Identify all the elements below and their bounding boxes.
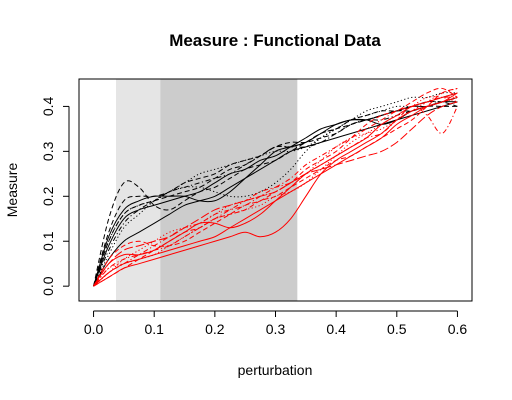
y-tick-label: 0.4 bbox=[40, 96, 56, 116]
series-line-18 bbox=[93, 87, 458, 287]
y-tick-label: 0.3 bbox=[40, 141, 56, 161]
x-tick-label: 0.6 bbox=[448, 321, 468, 337]
y-tick-label: 0.2 bbox=[40, 186, 56, 206]
shaded-regions bbox=[115, 79, 298, 301]
y-axis-label: Measure bbox=[4, 163, 20, 218]
series-line-13 bbox=[93, 87, 458, 287]
x-tick-label: 0.3 bbox=[266, 321, 286, 337]
x-tick-label: 0.4 bbox=[326, 321, 346, 337]
series-line-17 bbox=[93, 96, 458, 287]
plot-frame bbox=[78, 78, 473, 302]
y-tick-label: 0.0 bbox=[40, 276, 56, 296]
shaded-region-1 bbox=[115, 79, 161, 301]
series-line-8 bbox=[93, 96, 458, 287]
shaded-region-2 bbox=[160, 79, 298, 301]
series-line-6 bbox=[93, 92, 458, 287]
series-line-4 bbox=[93, 105, 458, 287]
series-line-9 bbox=[93, 92, 458, 287]
y-tick-label: 0.1 bbox=[40, 231, 56, 251]
x-tick-label: 0.2 bbox=[205, 321, 225, 337]
x-axis-label: perturbation bbox=[238, 362, 313, 378]
x-tick-label: 0.5 bbox=[387, 321, 407, 337]
y-axis: 0.0 0.1 0.2 0.3 0.4 bbox=[40, 96, 70, 296]
series-line-19 bbox=[93, 96, 458, 287]
series-line-16 bbox=[93, 105, 458, 287]
x-tick-label: 0.0 bbox=[84, 321, 104, 337]
x-tick-label: 0.1 bbox=[144, 321, 164, 337]
chart-title: Measure : Functional Data bbox=[169, 31, 381, 50]
series-lines bbox=[93, 87, 458, 287]
series-line-2 bbox=[93, 96, 458, 287]
x-axis: 0.0 0.1 0.2 0.3 0.4 0.5 0.6 bbox=[84, 310, 468, 337]
